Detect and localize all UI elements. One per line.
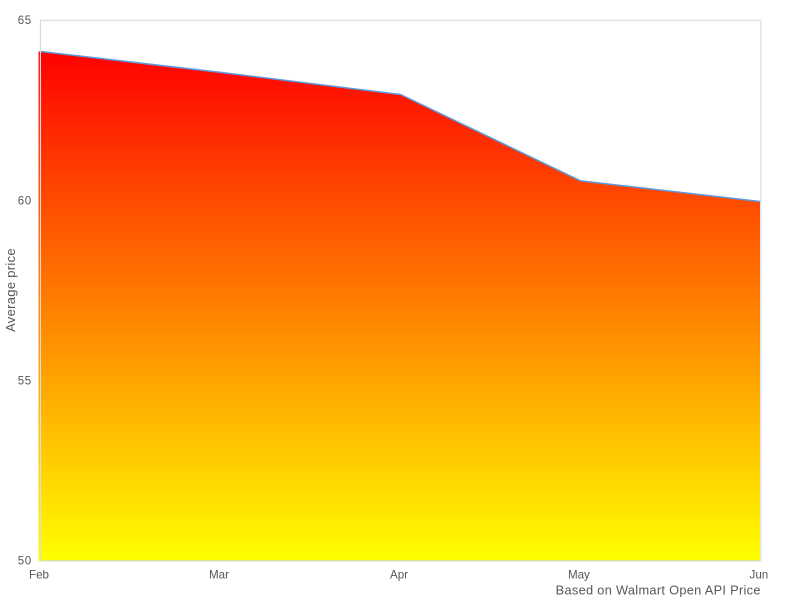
svg-text:Average price: Average price: [3, 248, 18, 332]
svg-text:Apr: Apr: [390, 568, 408, 581]
svg-text:Jun: Jun: [750, 568, 769, 581]
svg-text:55: 55: [18, 375, 32, 387]
svg-text:50: 50: [18, 556, 32, 568]
svg-text:Feb: Feb: [29, 568, 49, 581]
svg-text:May: May: [568, 568, 590, 581]
svg-text:Based on Walmart Open API Pric: Based on Walmart Open API Price: [556, 583, 761, 598]
svg-text:65: 65: [18, 15, 32, 27]
svg-text:Mar: Mar: [209, 568, 229, 581]
svg-text:60: 60: [18, 195, 32, 207]
